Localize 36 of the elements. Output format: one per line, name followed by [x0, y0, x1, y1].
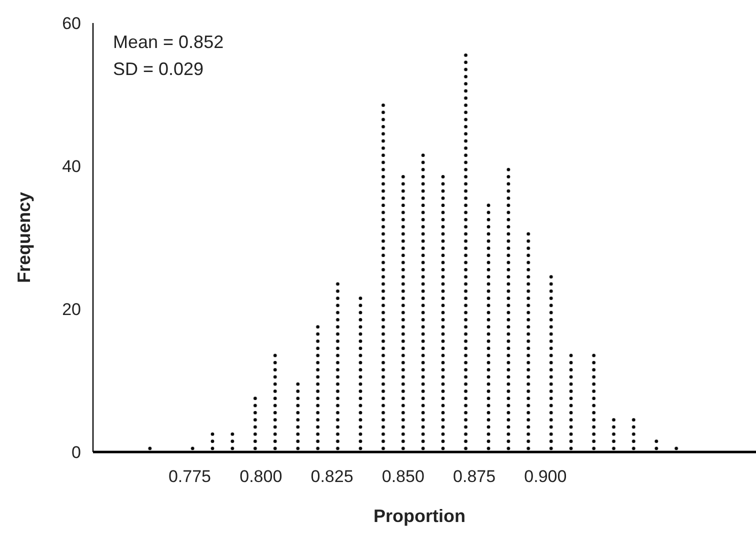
bar	[505, 166, 512, 452]
bar	[653, 438, 660, 452]
bar	[568, 352, 574, 452]
y-tick-label: 40	[62, 156, 81, 176]
y-axis-title: Frequency	[14, 192, 34, 284]
y-tick-label: 0	[72, 442, 81, 462]
bar	[314, 323, 321, 452]
y-tick-label: 60	[62, 14, 81, 33]
bar	[400, 173, 406, 452]
bar	[210, 430, 216, 452]
bar	[630, 416, 637, 452]
bar	[252, 394, 258, 452]
annotation: Mean = 0.852	[113, 32, 224, 52]
bar	[272, 352, 278, 452]
bar	[357, 294, 364, 452]
bar	[229, 430, 236, 452]
bar	[294, 380, 301, 452]
bar	[590, 352, 597, 452]
x-tick-label: 0.850	[382, 467, 424, 486]
bar	[525, 230, 532, 452]
x-tick-label: 0.800	[240, 467, 282, 486]
bar	[334, 280, 341, 452]
x-tick-label: 0.775	[168, 467, 212, 486]
x-axis-title: Proportion	[374, 506, 466, 526]
bar	[380, 102, 386, 452]
bar	[462, 52, 469, 452]
x-tick-label: 0.875	[453, 467, 496, 486]
bar	[548, 273, 554, 452]
y-tick-label: 20	[62, 300, 81, 319]
bar	[610, 416, 617, 452]
annotation: SD = 0.029	[113, 59, 204, 79]
bar	[440, 173, 446, 452]
bar	[420, 152, 426, 452]
bar	[486, 202, 492, 452]
x-tick-label: 0.825	[310, 467, 354, 486]
x-tick-label: 0.900	[524, 467, 567, 486]
